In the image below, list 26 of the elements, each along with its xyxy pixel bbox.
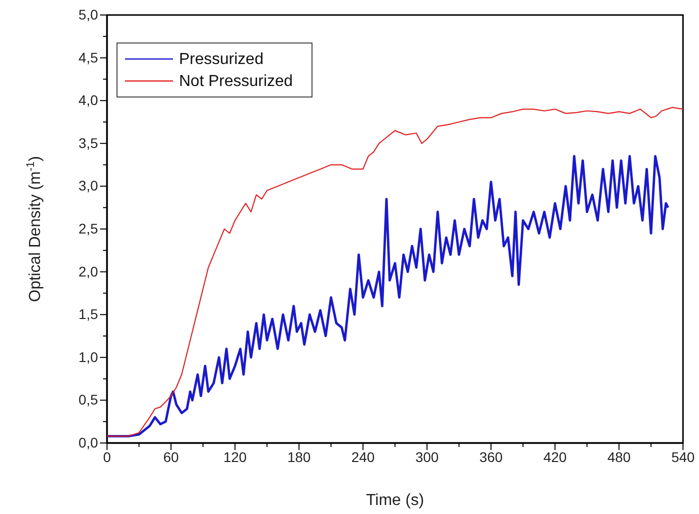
y-tick-label: 4,0 (78, 92, 98, 108)
y-tick-label: 5,0 (78, 6, 98, 22)
y-tick-label: 1,5 (78, 306, 98, 322)
x-tick-label: 120 (223, 448, 247, 465)
y-tick-label: 2,5 (78, 220, 98, 236)
legend-label: Pressurized (179, 51, 264, 68)
x-tick-label: 60 (163, 448, 179, 465)
x-axis-title: Time (s) (366, 492, 424, 509)
x-tick-label: 360 (479, 448, 503, 465)
y-tick-label: 3,5 (78, 134, 98, 151)
x-tick-label: 240 (351, 448, 375, 465)
y-tick-label: 2,0 (78, 263, 98, 280)
x-tick-label: 180 (287, 448, 311, 465)
x-tick-label: 420 (543, 448, 567, 465)
y-tick-label: 4,5 (78, 49, 98, 66)
y-tick-label: 1,0 (78, 348, 98, 365)
x-tick-label: 0 (103, 448, 112, 465)
y-tick-label: 0,0 (78, 434, 98, 450)
line-series (106, 155, 670, 438)
y-tick-label: 3,0 (78, 178, 98, 194)
y-tick-label: 0,5 (78, 392, 98, 408)
legend-label: Not Pressurized (179, 73, 293, 90)
x-tick-label: 480 (607, 448, 631, 465)
x-tick-label: 300 (415, 448, 439, 465)
line-series (106, 106, 684, 437)
x-tick-label: 540 (671, 448, 695, 465)
